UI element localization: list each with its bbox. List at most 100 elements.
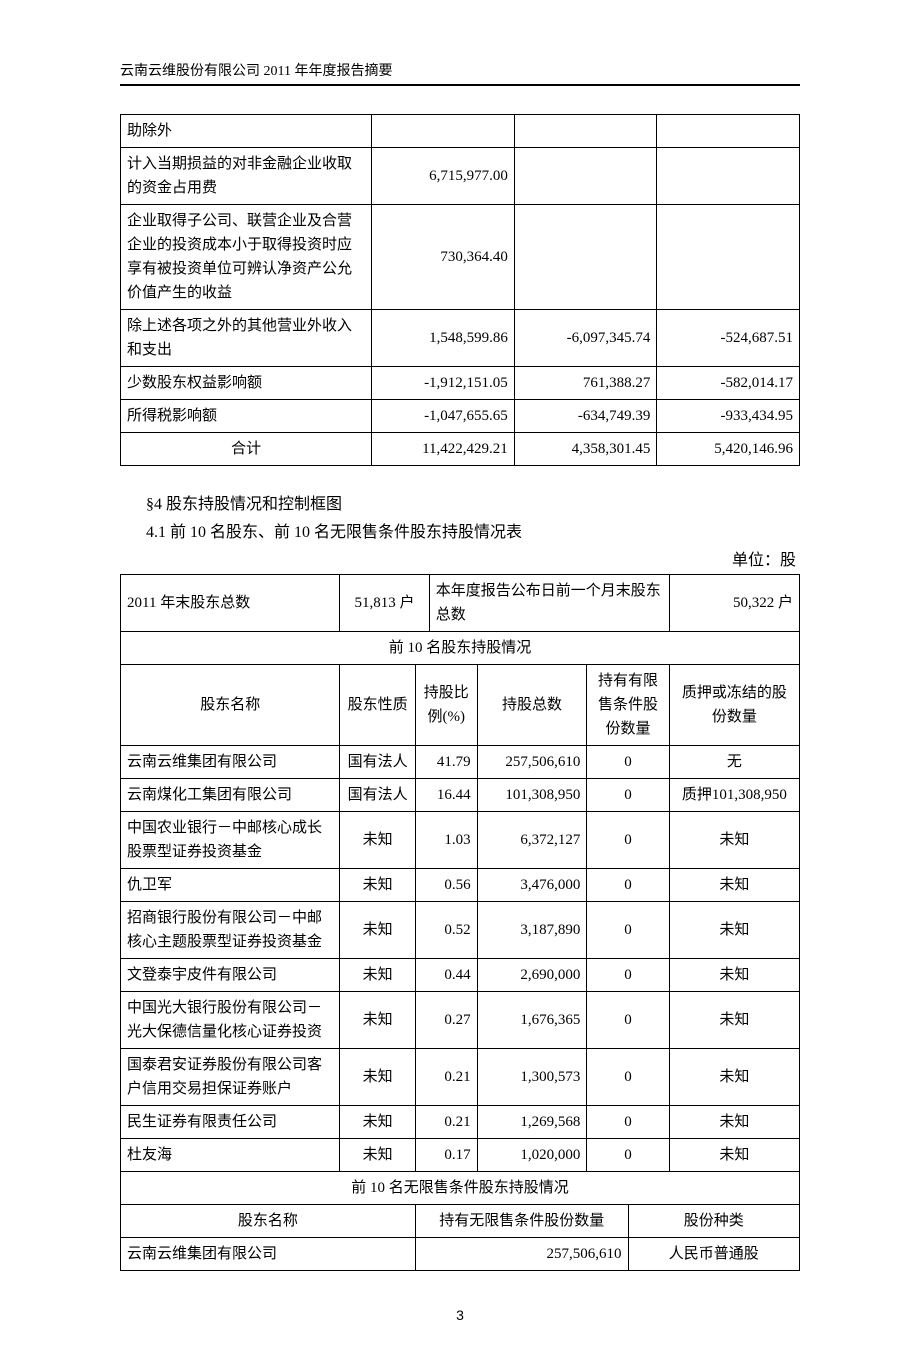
table-row: 企业取得子公司、联营企业及合营企业的投资成本小于取得投资时应享有被投资单位可辨认… [121,205,800,310]
top10-header: 前 10 名股东持股情况 [121,632,800,665]
row-v2: -634,749.39 [514,400,657,433]
sh-limited: 0 [587,1139,669,1172]
row2-name: 云南云维集团有限公司 [121,1238,416,1271]
sh-pct: 0.56 [415,869,477,902]
sh-name: 国泰君安证券股份有限公司客户信用交易担保证券账户 [121,1049,340,1106]
shareholder-row: 文登泰宇皮件有限公司未知0.442,690,0000未知 [121,959,800,992]
sh-total: 1,300,573 [477,1049,587,1106]
col2-qty: 持有无限售条件股份数量 [415,1205,628,1238]
sh-total: 1,676,365 [477,992,587,1049]
sh-nature: 国有法人 [340,779,415,812]
page-header: 云南云维股份有限公司 2011 年年度报告摘要 [120,60,800,86]
sh-total: 3,187,890 [477,902,587,959]
table-row: 少数股东权益影响额-1,912,151.05761,388.27-582,014… [121,367,800,400]
sh-pledge: 未知 [669,959,799,992]
non-recurring-table: 助除外计入当期损益的对非金融企业收取的资金占用费6,715,977.00企业取得… [120,114,800,466]
row-v1: -1,047,655.65 [372,400,515,433]
sh-pledge: 未知 [669,812,799,869]
shareholder-row: 杜友海未知0.171,020,0000未知 [121,1139,800,1172]
sh-nature: 未知 [340,812,415,869]
sh-pct: 0.44 [415,959,477,992]
sh-pledge: 未知 [669,992,799,1049]
table-row: 计入当期损益的对非金融企业收取的资金占用费6,715,977.00 [121,148,800,205]
sh-pct: 0.21 [415,1106,477,1139]
row-v3: -582,014.17 [657,367,800,400]
row-label: 助除外 [121,115,372,148]
sh-pledge: 质押101,308,950 [669,779,799,812]
col-pledge: 质押或冻结的股份数量 [669,665,799,746]
sh-pledge: 未知 [669,1106,799,1139]
row-label: 企业取得子公司、联营企业及合营企业的投资成本小于取得投资时应享有被投资单位可辨认… [121,205,372,310]
sh-total: 6,372,127 [477,812,587,869]
row-v2: 761,388.27 [514,367,657,400]
sh-total: 257,506,610 [477,746,587,779]
sh-nature: 未知 [340,1049,415,1106]
sh-nature: 国有法人 [340,746,415,779]
sh-total: 101,308,950 [477,779,587,812]
sh-pledge: 无 [669,746,799,779]
row-v1: 730,364.40 [372,205,515,310]
sh-pct: 0.52 [415,902,477,959]
sh-name: 仇卫军 [121,869,340,902]
sh-pct: 16.44 [415,779,477,812]
sh-total: 1,269,568 [477,1106,587,1139]
sh-name: 招商银行股份有限公司－中邮核心主题股票型证券投资基金 [121,902,340,959]
row-v3: -933,434.95 [657,400,800,433]
shareholder-row: 中国光大银行股份有限公司－光大保德信量化核心证券投资未知0.271,676,36… [121,992,800,1049]
page-number: 3 [120,1307,800,1323]
sh-pct: 41.79 [415,746,477,779]
sh-pct: 1.03 [415,812,477,869]
row-v2 [514,205,657,310]
row-v2 [514,115,657,148]
row-v3 [657,148,800,205]
sh-count-label-2: 本年度报告公布日前一个月末股东总数 [429,575,669,632]
section41-title: 4.1 前 10 名股东、前 10 名无限售条件股东持股情况表 [146,518,800,542]
col2-name: 股东名称 [121,1205,416,1238]
top10-unlimited-header: 前 10 名无限售条件股东持股情况 [121,1172,800,1205]
col-name: 股东名称 [121,665,340,746]
total-v3: 5,420,146.96 [657,433,800,466]
sh-count-value-1: 51,813 户 [340,575,429,632]
shareholder-row: 云南煤化工集团有限公司国有法人16.44101,308,9500质押101,30… [121,779,800,812]
row-v1 [372,115,515,148]
sh-limited: 0 [587,869,669,902]
sh-total: 3,476,000 [477,869,587,902]
table-row: 所得税影响额-1,047,655.65-634,749.39-933,434.9… [121,400,800,433]
col-total: 持股总数 [477,665,587,746]
sh-name: 文登泰宇皮件有限公司 [121,959,340,992]
row-label: 少数股东权益影响额 [121,367,372,400]
sh-limited: 0 [587,1049,669,1106]
row-v1: -1,912,151.05 [372,367,515,400]
shareholder-row: 招商银行股份有限公司－中邮核心主题股票型证券投资基金未知0.523,187,89… [121,902,800,959]
col-limited: 持有有限售条件股份数量 [587,665,669,746]
row-label: 所得税影响额 [121,400,372,433]
sh-nature: 未知 [340,1106,415,1139]
row-v2: -6,097,345.74 [514,310,657,367]
row2-type: 人民币普通股 [628,1238,799,1271]
sh-name: 云南云维集团有限公司 [121,746,340,779]
sh-nature: 未知 [340,1139,415,1172]
sh-pct: 0.21 [415,1049,477,1106]
sh-nature: 未知 [340,992,415,1049]
sh-pct: 0.27 [415,992,477,1049]
sh-name: 杜友海 [121,1139,340,1172]
sh-name: 中国光大银行股份有限公司－光大保德信量化核心证券投资 [121,992,340,1049]
row-v3 [657,205,800,310]
sh-limited: 0 [587,1106,669,1139]
col-pct: 持股比例(%) [415,665,477,746]
sh-limited: 0 [587,959,669,992]
shareholder-row: 国泰君安证券股份有限公司客户信用交易担保证券账户未知0.211,300,5730… [121,1049,800,1106]
sh-pledge: 未知 [669,1139,799,1172]
table-total-row: 合计11,422,429.214,358,301.455,420,146.96 [121,433,800,466]
shareholder-table: 2011 年末股东总数 51,813 户 本年度报告公布日前一个月末股东总数 5… [120,574,800,1271]
sh-limited: 0 [587,902,669,959]
sh-pledge: 未知 [669,1049,799,1106]
sh-nature: 未知 [340,902,415,959]
sh-name: 云南煤化工集团有限公司 [121,779,340,812]
table-row: 除上述各项之外的其他营业外收入和支出1,548,599.86-6,097,345… [121,310,800,367]
col-nature: 股东性质 [340,665,415,746]
total-v1: 11,422,429.21 [372,433,515,466]
section4-title: §4 股东持股情况和控制框图 [146,490,800,514]
row-v2 [514,148,657,205]
sh-total: 1,020,000 [477,1139,587,1172]
